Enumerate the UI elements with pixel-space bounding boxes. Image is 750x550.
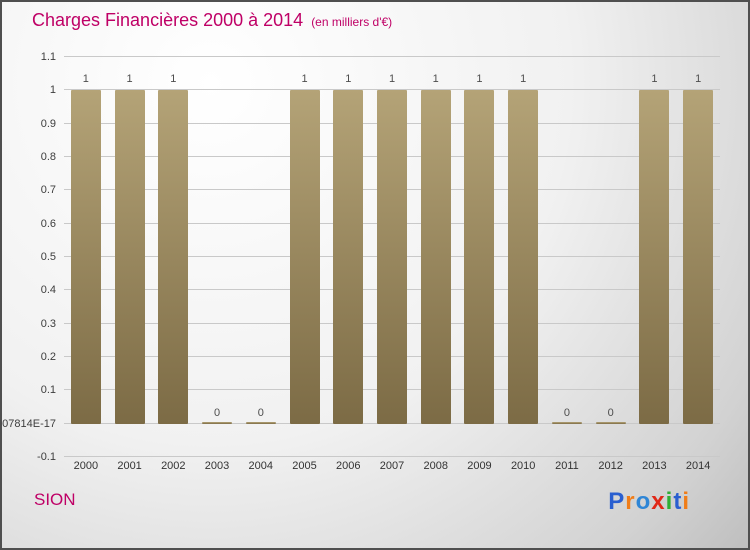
x-tick-label: 2009	[467, 460, 492, 472]
bar-value-label: 1	[82, 73, 89, 86]
y-tick-label: 1.1	[40, 51, 56, 63]
y-tick-label: 0.7	[40, 184, 56, 197]
y-tick-label: -0.1	[37, 451, 56, 463]
x-tick-label: 2002	[161, 460, 186, 472]
bar-2012	[595, 421, 626, 424]
bar-value-label: 1	[345, 73, 352, 86]
y-tick-label: 0.6	[40, 217, 56, 230]
y-tick-label: 0.9	[40, 117, 56, 130]
x-tick-label: 2000	[73, 460, 99, 472]
x-tick-label: 2006	[336, 460, 361, 472]
bar-value-label: 0	[607, 406, 614, 419]
bar-2009	[464, 90, 495, 424]
y-tick-label: 1	[49, 84, 56, 97]
x-tick-label: 2008	[423, 460, 448, 472]
gridline	[64, 89, 720, 91]
bar-value-label: 1	[651, 73, 658, 86]
y-tick-label: 0.4	[40, 284, 56, 297]
bar-value-label: 1	[476, 73, 483, 86]
x-tick-label: 2014	[685, 460, 711, 472]
bar-value-label: 1	[432, 73, 439, 86]
bar-value-label: 0	[214, 406, 221, 419]
bar-value-label: 0	[563, 406, 570, 419]
bar-value-label: 1	[126, 73, 133, 86]
x-tick-label: 2011	[555, 460, 579, 472]
chart-footer: SION Proxiti	[2, 488, 748, 518]
bar-2004	[245, 421, 276, 424]
bar-2005	[289, 90, 320, 424]
bar-2011	[551, 421, 582, 424]
x-tick-label: 2012	[598, 460, 623, 472]
y-tick-label: 0.3	[40, 317, 56, 330]
bar-value-label: 1	[520, 73, 527, 86]
y-tick-label: 07814E-17	[2, 417, 56, 430]
x-tick-label: 2005	[292, 460, 317, 472]
chart-title: Charges Financières 2000 à 2014	[32, 10, 304, 30]
plot-area: 1 1 1 0 0 1 1 1 1 1 1 0 0 1 1	[64, 56, 720, 457]
bar-2001	[114, 90, 145, 424]
bar-2006	[333, 90, 364, 424]
logo-letter: t	[673, 488, 683, 515]
bar-value-label: 0	[257, 406, 264, 419]
gridline	[64, 456, 720, 457]
y-axis-labels: 1.1 1 0.9 0.8 0.7 0.6 0.5 0.4 0.3 0.2 0.1 07814E-17…	[2, 51, 60, 463]
logo-letter: x	[651, 488, 666, 515]
proxiti-logo: Proxiti	[608, 488, 690, 516]
logo-letter: P	[608, 488, 626, 515]
logo-letter: i	[665, 488, 674, 515]
x-tick-label: 2004	[248, 460, 274, 472]
x-tick-label: 2010	[510, 460, 536, 472]
y-tick-label: 0.2	[40, 351, 56, 363]
y-tick-label: 0.5	[40, 251, 56, 263]
bar-2008	[420, 90, 451, 424]
logo-letter: r	[625, 488, 636, 515]
gridline	[64, 56, 720, 57]
logo-letter: o	[635, 488, 652, 515]
x-tick-label: 2007	[379, 460, 405, 472]
y-tick-label: 0.1	[40, 384, 56, 397]
x-tick-label: 2003	[204, 460, 230, 472]
bar-value-label: 1	[170, 73, 177, 86]
bar-2003	[202, 421, 233, 424]
bar-2007	[377, 90, 407, 424]
logo-letter: i	[682, 488, 690, 515]
bar-2013	[639, 90, 670, 424]
bar-2002	[158, 90, 189, 424]
x-tick-label: 2013	[642, 460, 667, 472]
bar-2010	[508, 90, 539, 424]
x-axis-labels: 2000 2001 2002 2003 2004 2005 2006 2007 2008 2009…	[64, 460, 720, 474]
bar-value-label: 1	[695, 73, 702, 86]
x-tick-label: 2001	[117, 460, 142, 472]
bar-value-label: 1	[388, 73, 396, 86]
chart-subtitle: (en milliers d'€)	[311, 15, 393, 29]
bar-2014	[683, 90, 714, 424]
chart-header: Charges Financières 2000 à 2014 (en milli…	[32, 10, 392, 31]
bar-2000	[70, 90, 101, 424]
brand-label: SION	[34, 490, 76, 509]
y-tick-label: 0.8	[40, 151, 56, 163]
bar-value-label: 1	[301, 73, 308, 86]
